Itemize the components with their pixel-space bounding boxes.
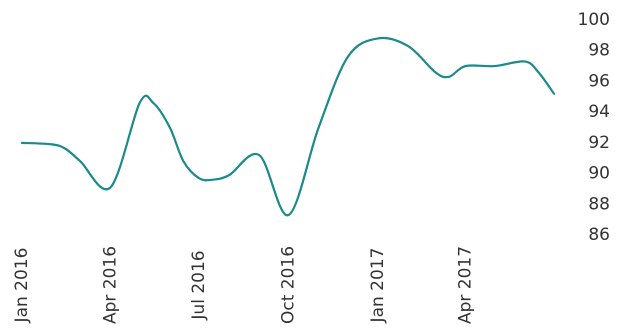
y-tick-label: 94 <box>588 102 610 122</box>
x-tick-label: Oct 2016 <box>278 246 298 324</box>
x-tick-label: Apr 2017 <box>456 246 476 324</box>
series-layer <box>20 36 556 217</box>
y-tick-label: 92 <box>588 133 610 153</box>
y-tick-label: 90 <box>588 164 610 184</box>
x-axis: Jan 2016 Apr 2016 Jul 2016 Oct 2016 Jan 2017… <box>12 246 476 324</box>
x-tick-label: Jul 2016 <box>189 250 209 320</box>
x-tick-label: Jan 2017 <box>368 248 388 324</box>
y-tick-label: 96 <box>588 71 610 91</box>
y-tick-label: 86 <box>588 225 610 245</box>
y-axis: 86 88 90 92 94 96 98 100 <box>578 10 610 245</box>
series-line-0 <box>20 36 556 217</box>
y-tick-label: 100 <box>578 10 610 30</box>
y-tick-label: 98 <box>588 41 610 61</box>
x-tick-label: Apr 2016 <box>101 246 121 324</box>
x-tick-label: Jan 2016 <box>12 248 32 324</box>
y-tick-label: 88 <box>588 194 610 214</box>
